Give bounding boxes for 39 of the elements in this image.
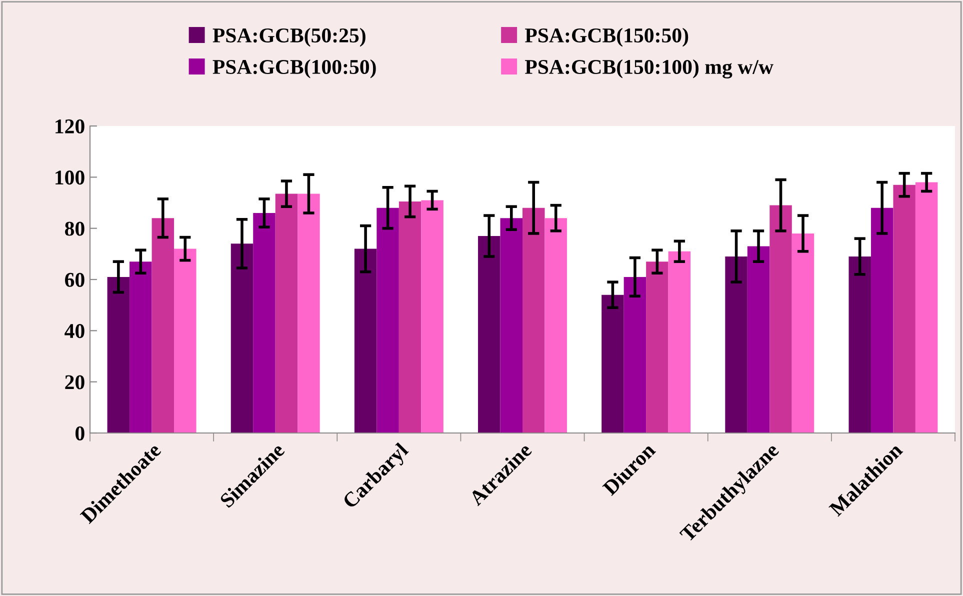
y-tick-label: 0: [76, 426, 84, 440]
bar: [792, 233, 814, 433]
y-tick-label: 80: [65, 222, 84, 236]
bar: [893, 184, 916, 433]
legend-label: PSA:GCB(150:100) mg w/w: [525, 59, 774, 78]
bar: [230, 244, 254, 433]
bar: [354, 248, 377, 433]
y-tick-label: 100: [56, 170, 84, 185]
bar: [298, 194, 320, 433]
bar: [174, 248, 196, 433]
bar: [870, 208, 894, 433]
bar: [624, 276, 646, 433]
y-tick-label: 20: [65, 375, 84, 390]
bar: [275, 194, 298, 433]
y-tick-label: 40: [64, 324, 84, 338]
bar: [107, 276, 130, 433]
y-tick-label: 60: [65, 272, 84, 287]
bar: [602, 294, 624, 433]
bar: [421, 200, 444, 433]
bar: [500, 218, 522, 433]
bar: [915, 182, 938, 433]
bar: [398, 201, 422, 433]
y-tick-label: 120: [56, 119, 84, 134]
legend-label: PSA:GCB(100:50): [212, 59, 376, 78]
legend-label: PSA:GCB(150:50): [525, 28, 688, 47]
bar: [646, 262, 668, 433]
bar: [478, 236, 500, 433]
bar: [544, 218, 567, 433]
bar: [848, 256, 871, 433]
bar: [130, 262, 152, 433]
bar: [747, 246, 770, 433]
bar: [522, 208, 545, 433]
bar: [770, 205, 792, 433]
bar: [376, 208, 399, 433]
bar: [152, 218, 174, 433]
bar: [725, 256, 748, 433]
bar: [253, 212, 276, 433]
bar: [668, 251, 691, 433]
legend-label: PSA:GCB(50:25): [212, 28, 366, 47]
